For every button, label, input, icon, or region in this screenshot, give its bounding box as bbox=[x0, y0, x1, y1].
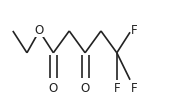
Text: O: O bbox=[81, 82, 90, 95]
Text: F: F bbox=[113, 82, 120, 95]
Text: O: O bbox=[49, 82, 58, 95]
Text: O: O bbox=[35, 24, 44, 37]
Text: F: F bbox=[131, 82, 138, 95]
Text: F: F bbox=[131, 24, 138, 37]
